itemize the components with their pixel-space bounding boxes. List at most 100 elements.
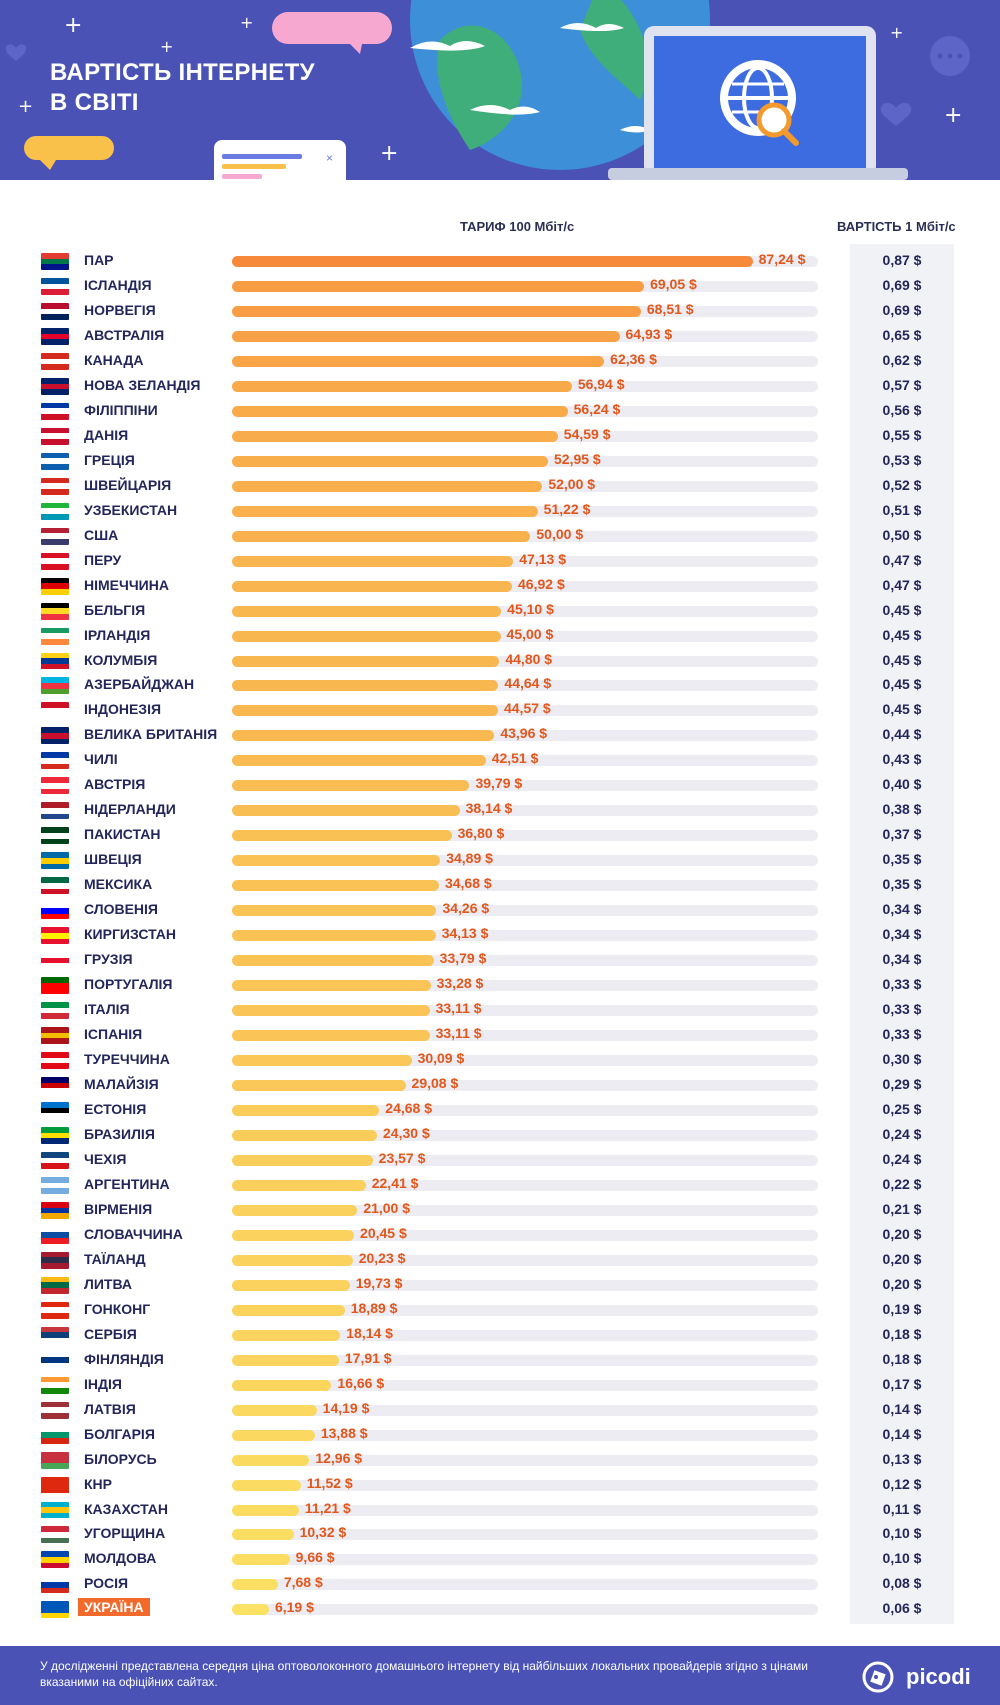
country-label: КАНАДА xyxy=(84,351,144,368)
country-label: ПАКИСТАН xyxy=(84,826,161,843)
tariff-value-label: 34,26 $ xyxy=(442,900,490,917)
country-flag-icon xyxy=(41,927,69,945)
bar-track xyxy=(232,1080,818,1091)
cost-per-mbit-value: 0,08 $ xyxy=(882,1575,922,1592)
chart-row: ЧЕХІЯ 23,57 $ 0,24 $ xyxy=(0,1147,1000,1172)
tariff-bar xyxy=(232,605,502,617)
chart-row: ЛАТВІЯ 14,19 $ 0,14 $ xyxy=(0,1397,1000,1422)
cost-column-header: ВАРТІСТЬ 1 Мбіт/с xyxy=(837,219,956,234)
country-label: БОЛГАРІЯ xyxy=(84,1425,155,1442)
cost-per-mbit-value: 0,12 $ xyxy=(882,1475,922,1492)
country-label: КОЛУМБІЯ xyxy=(84,651,158,668)
chart-row: ТАЇЛАНД 20,23 $ 0,20 $ xyxy=(0,1247,1000,1272)
tariff-value-label: 19,73 $ xyxy=(355,1274,403,1291)
country-flag-icon xyxy=(41,1251,69,1269)
svg-text:+: + xyxy=(944,103,962,128)
country-label: ШВЕЙЦАРІЯ xyxy=(84,476,172,493)
tariff-bar xyxy=(232,1179,366,1191)
cost-per-mbit-value: 0,53 $ xyxy=(882,451,922,468)
cost-per-mbit-value: 0,13 $ xyxy=(882,1450,922,1467)
country-label: АВСТРІЯ xyxy=(84,776,146,793)
country-label: ВЕЛИКА БРИТАНІЯ xyxy=(84,726,218,743)
tariff-value-label: 68,51 $ xyxy=(646,300,694,317)
chart-row: УКРАЇНА 6,19 $ 0,06 $ xyxy=(0,1596,1000,1621)
tariff-bar xyxy=(232,1154,373,1166)
bar-track xyxy=(232,1304,818,1316)
tariff-bar xyxy=(232,1304,345,1316)
tariff-bar xyxy=(232,530,531,542)
tariff-bar xyxy=(232,755,486,767)
chart-row: ЛИТВА 19,73 $ 0,20 $ xyxy=(0,1272,1000,1297)
tariff-bar xyxy=(232,1005,430,1017)
country-label: ФІЛІППІНИ xyxy=(84,401,158,418)
tariff-value-label: 34,89 $ xyxy=(446,850,493,867)
cost-per-mbit-value: 0,06 $ xyxy=(882,1600,922,1617)
bar-track xyxy=(232,1005,818,1017)
chart-row: ІРЛАНДІЯ 45,00 $ 0,45 $ xyxy=(0,623,1000,648)
tariff-bar xyxy=(232,1254,353,1266)
cost-per-mbit-value: 0,65 $ xyxy=(882,326,922,343)
chart-row: ПОРТУГАЛІЯ 33,28 $ 0,33 $ xyxy=(0,972,1000,997)
title-line-2: В СВІТІ xyxy=(50,89,139,116)
bar-track xyxy=(232,705,818,717)
cost-per-mbit-value: 0,18 $ xyxy=(882,1325,922,1342)
cost-per-mbit-value: 0,21 $ xyxy=(882,1200,922,1217)
tariff-value-label: 7,68 $ xyxy=(283,1574,323,1591)
tariff-value-label: 47,13 $ xyxy=(519,550,566,567)
cost-per-mbit-value: 0,19 $ xyxy=(882,1300,922,1317)
tariff-bar xyxy=(232,655,500,667)
country-flag-icon xyxy=(41,1551,69,1569)
bar-track xyxy=(232,980,818,992)
chart-row: СЛОВАЧЧИНА 20,45 $ 0,20 $ xyxy=(0,1222,1000,1247)
tariff-value-label: 33,11 $ xyxy=(435,1000,482,1017)
bar-track xyxy=(232,905,818,917)
tariff-value-label: 6,19 $ xyxy=(274,1599,314,1616)
bar-track xyxy=(232,880,818,892)
chart-row: ТУРЕЧЧИНА 30,09 $ 0,30 $ xyxy=(0,1047,1000,1072)
tariff-bar xyxy=(232,905,437,917)
country-label: УГОРЩИНА xyxy=(84,1525,166,1542)
chart-row: СЕРБІЯ 18,14 $ 0,18 $ xyxy=(0,1322,1000,1347)
tariff-value-label: 24,30 $ xyxy=(383,1124,430,1141)
country-flag-icon xyxy=(41,1176,69,1194)
cost-per-mbit-value: 0,33 $ xyxy=(882,1001,922,1018)
cost-per-mbit-value: 0,33 $ xyxy=(882,1026,922,1043)
tariff-bar xyxy=(232,505,538,517)
cost-per-mbit-value: 0,69 $ xyxy=(882,301,922,318)
bar-track xyxy=(232,1154,818,1166)
country-flag-icon xyxy=(41,1052,69,1069)
country-flag-icon xyxy=(41,1151,69,1169)
country-flag-icon xyxy=(41,627,69,645)
page-title: ВАРТІСТЬ ІНТЕРНЕТУ В СВІТІ xyxy=(50,58,315,118)
bar-track xyxy=(232,780,818,792)
cost-per-mbit-value: 0,33 $ xyxy=(882,976,922,993)
tariff-value-label: 52,95 $ xyxy=(554,450,601,467)
country-label: ПОРТУГАЛІЯ xyxy=(84,976,173,993)
bar-track xyxy=(232,1354,818,1366)
country-flag-icon xyxy=(41,527,69,545)
chart-row: ІСЛАНДІЯ 69,05 $ 0,69 $ xyxy=(0,273,1000,298)
tariff-bar xyxy=(232,1204,358,1216)
chart-row: УГОРЩИНА 10,32 $ 0,10 $ xyxy=(0,1521,1000,1546)
country-flag-icon xyxy=(41,253,69,270)
cost-per-mbit-value: 0,17 $ xyxy=(882,1375,922,1392)
cost-per-mbit-value: 0,56 $ xyxy=(882,401,922,418)
country-flag-icon xyxy=(41,1276,69,1294)
country-flag-icon xyxy=(41,1126,69,1144)
country-flag-icon xyxy=(41,652,69,670)
country-flag-icon xyxy=(41,1201,69,1219)
country-label: ВІРМЕНІЯ xyxy=(84,1200,153,1217)
country-label: ТУРЕЧЧИНА xyxy=(84,1051,170,1068)
cost-per-mbit-value: 0,57 $ xyxy=(882,376,922,393)
tariff-value-label: 18,89 $ xyxy=(350,1299,398,1316)
tariff-value-label: 45,00 $ xyxy=(506,625,554,642)
bar-track xyxy=(232,1454,818,1466)
picodi-logo: picodi xyxy=(860,1660,990,1694)
chart-row: ПАР 87,24 $ 0,87 $ xyxy=(0,248,1000,273)
chart-row: НОВА ЗЕЛАНДІЯ 56,94 $ 0,57 $ xyxy=(0,373,1000,398)
country-label: МОЛДОВА xyxy=(84,1550,157,1567)
bar-track xyxy=(232,1204,818,1216)
tariff-bar xyxy=(232,1080,406,1091)
tariff-bar xyxy=(232,580,513,592)
country-label: ІРЛАНДІЯ xyxy=(84,626,151,643)
